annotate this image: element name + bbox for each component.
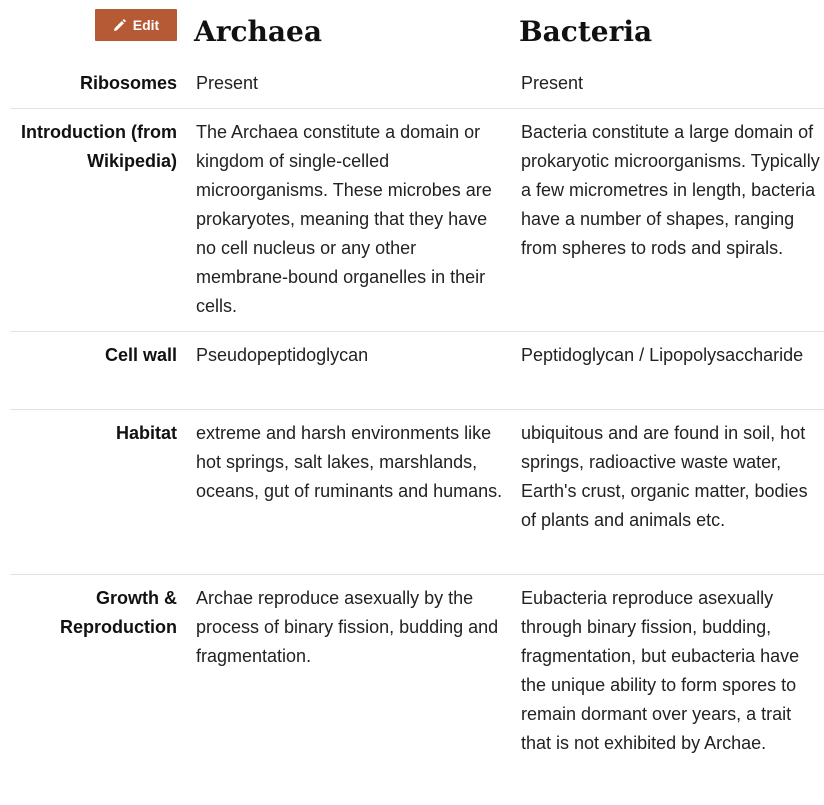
- bacteria-cell: ubiquitous and are found in soil, hot sp…: [521, 423, 808, 530]
- table-row: Introduction (from Wikipedia) The Archae…: [10, 118, 824, 332]
- table-row: Ribosomes Present Present: [10, 69, 824, 109]
- row-label: Habitat: [115, 423, 177, 443]
- column-header-bacteria: Bacteria: [519, 15, 653, 48]
- table-row: Growth & Reproduction Archae reproduce a…: [10, 584, 824, 799]
- archaea-cell: Archae reproduce asexually by the proces…: [196, 588, 499, 666]
- archaea-cell: Present: [196, 73, 259, 93]
- archaea-cell: The Archaea constitute a domain or kingd…: [196, 122, 492, 316]
- bacteria-cell: Peptidoglycan / Lipopolysaccharide: [521, 345, 804, 365]
- row-label: Growth & Reproduction: [60, 588, 177, 637]
- archaea-cell: extreme and harsh environments like hot …: [196, 423, 503, 501]
- row-label: Cell wall: [104, 345, 177, 365]
- column-header-archaea: Archaea: [194, 15, 322, 48]
- bacteria-cell: Eubacteria reproduce asexually through b…: [521, 588, 800, 753]
- table-row: Cell wall Pseudopeptidoglycan Peptidogly…: [10, 341, 824, 410]
- edit-button-label: Edit: [132, 17, 160, 33]
- pencil-icon: [113, 18, 126, 32]
- bacteria-cell: Present: [521, 73, 584, 93]
- row-label: Introduction (from Wikipedia): [21, 122, 177, 171]
- bacteria-cell: Bacteria constitute a large domain of pr…: [521, 122, 820, 258]
- table-row: Habitat extreme and harsh environments l…: [10, 419, 824, 575]
- edit-button[interactable]: Edit: [95, 9, 177, 41]
- row-label: Ribosomes: [79, 73, 177, 93]
- archaea-cell: Pseudopeptidoglycan: [196, 345, 369, 365]
